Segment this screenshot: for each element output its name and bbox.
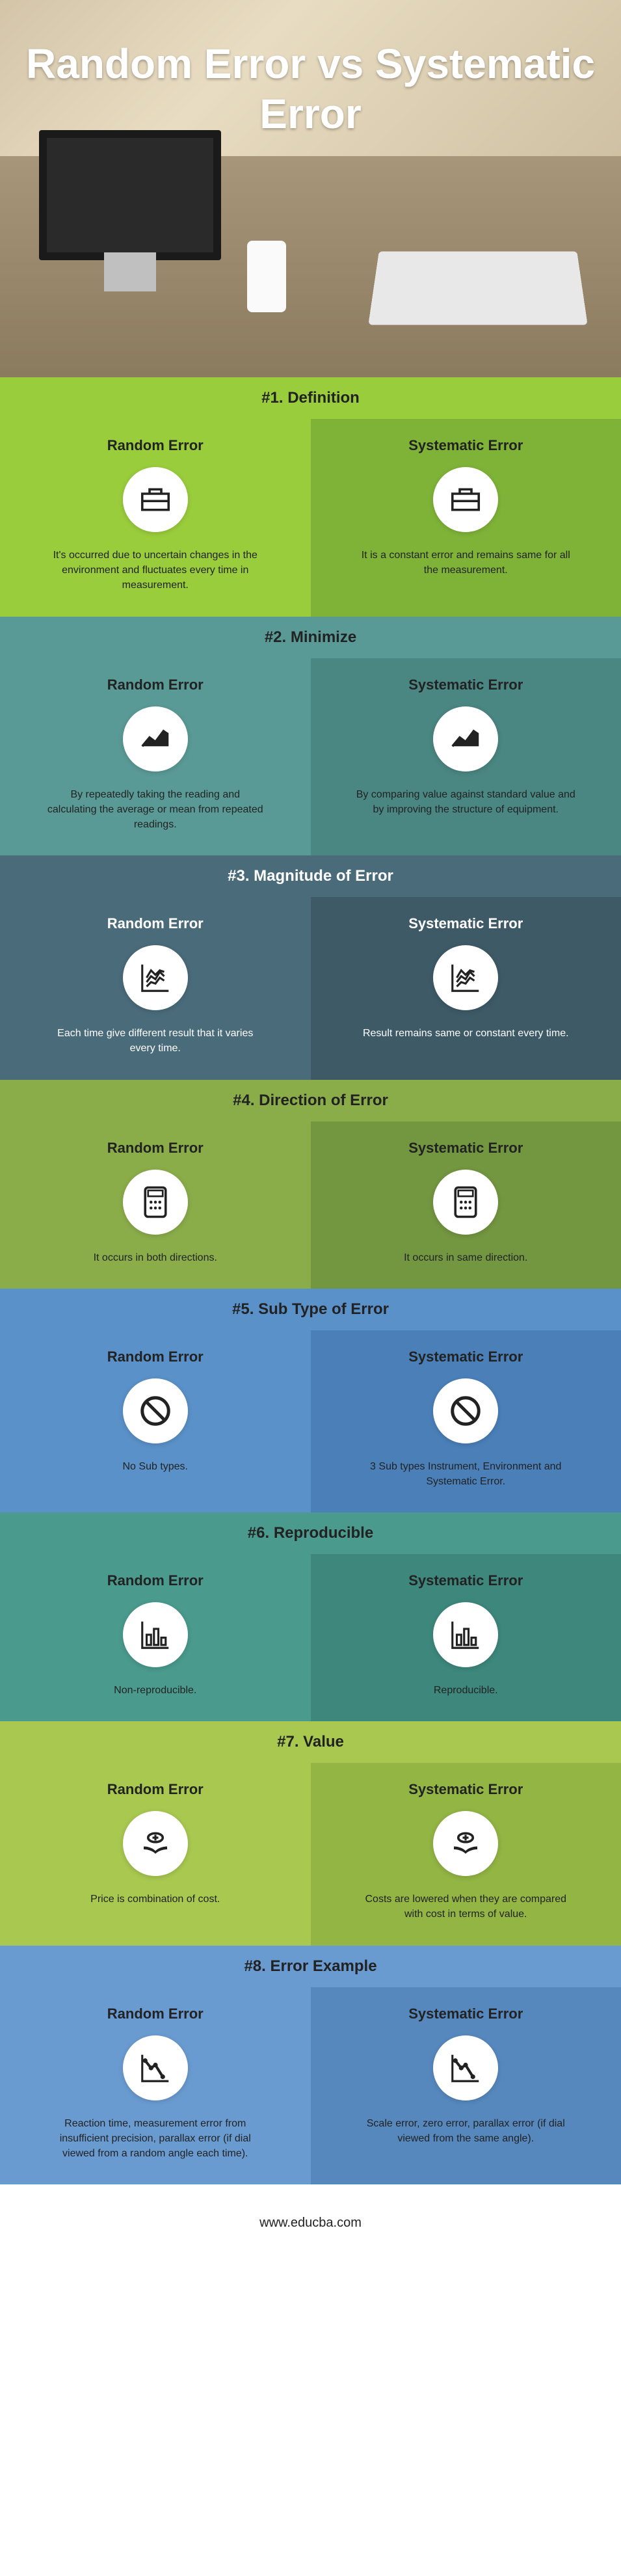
- cell-description: Result remains same or constant every ti…: [355, 1026, 576, 1041]
- cell-title: Systematic Error: [330, 1140, 602, 1157]
- cell-description: No Sub types.: [45, 1459, 266, 1474]
- cell-title: Systematic Error: [330, 437, 602, 454]
- cell-title: Systematic Error: [330, 1572, 602, 1589]
- calculator-icon: [123, 1170, 188, 1235]
- cell-random-error: Random Error It occurs in both direction…: [0, 1121, 311, 1289]
- cell-systematic-error: Systematic Error It occurs in same direc…: [311, 1121, 621, 1289]
- monitor-graphic: [39, 130, 221, 260]
- page-title: Random Error vs Systematic Error: [0, 39, 621, 139]
- cell-description: Price is combination of cost.: [45, 1892, 266, 1907]
- trend-icon: [123, 706, 188, 771]
- cell-title: Random Error: [20, 1781, 291, 1798]
- line-down-icon: [123, 2035, 188, 2100]
- cell-title: Systematic Error: [330, 677, 602, 693]
- cell-random-error: Random Error Each time give different re…: [0, 897, 311, 1079]
- cell-description: It is a constant error and remains same …: [355, 548, 576, 578]
- cell-title: Random Error: [20, 1348, 291, 1365]
- comparison-row: Random Error Price is combination of cos…: [0, 1763, 621, 1945]
- nosign-icon: [433, 1378, 498, 1443]
- cell-title: Random Error: [20, 1140, 291, 1157]
- cell-title: Systematic Error: [330, 1781, 602, 1798]
- cell-description: It occurs in both directions.: [45, 1250, 266, 1265]
- cell-systematic-error: Systematic Error It is a constant error …: [311, 419, 621, 617]
- comparison-section: #7. Value Random Error Price is combinat…: [0, 1721, 621, 1945]
- comparison-section: #4. Direction of Error Random Error It o…: [0, 1080, 621, 1289]
- cell-title: Random Error: [20, 677, 291, 693]
- cell-description: Costs are lowered when they are compared…: [355, 1892, 576, 1922]
- cell-random-error: Random Error No Sub types.: [0, 1330, 311, 1512]
- chart-lines-icon: [433, 945, 498, 1010]
- cell-systematic-error: Systematic Error Scale error, zero error…: [311, 1987, 621, 2185]
- section-header: #8. Error Example: [0, 1946, 621, 1987]
- cell-description: Reaction time, measurement error from in…: [45, 2116, 266, 2162]
- cell-description: By comparing value against standard valu…: [355, 787, 576, 817]
- cell-description: 3 Sub types Instrument, Environment and …: [355, 1459, 576, 1489]
- comparison-row: Random Error Each time give different re…: [0, 897, 621, 1079]
- cell-description: Non-reproducible.: [45, 1683, 266, 1698]
- bars-icon: [123, 1602, 188, 1667]
- money-icon: [433, 1811, 498, 1876]
- cell-systematic-error: Systematic Error 3 Sub types Instrument,…: [311, 1330, 621, 1512]
- bars-icon: [433, 1602, 498, 1667]
- cell-systematic-error: Systematic Error Reproducible.: [311, 1554, 621, 1721]
- cell-random-error: Random Error Price is combination of cos…: [0, 1763, 311, 1945]
- keyboard-graphic: [368, 251, 587, 325]
- section-header: #7. Value: [0, 1721, 621, 1763]
- cell-random-error: Random Error It's occurred due to uncert…: [0, 419, 311, 617]
- hero-banner: Random Error vs Systematic Error: [0, 0, 621, 377]
- comparison-row: Random Error Non-reproducible. Systemati…: [0, 1554, 621, 1721]
- calculator-icon: [433, 1170, 498, 1235]
- cell-description: Scale error, zero error, parallax error …: [355, 2116, 576, 2146]
- cell-random-error: Random Error By repeatedly taking the re…: [0, 658, 311, 856]
- cell-description: It's occurred due to uncertain changes i…: [45, 548, 266, 593]
- money-icon: [123, 1811, 188, 1876]
- briefcase-icon: [433, 467, 498, 532]
- cell-title: Random Error: [20, 2006, 291, 2022]
- comparison-row: Random Error Reaction time, measurement …: [0, 1987, 621, 2185]
- comparison-row: Random Error It occurs in both direction…: [0, 1121, 621, 1289]
- briefcase-icon: [123, 467, 188, 532]
- cell-description: Reproducible.: [355, 1683, 576, 1698]
- trend-icon: [433, 706, 498, 771]
- section-header: #3. Magnitude of Error: [0, 855, 621, 897]
- comparison-section: #2. Minimize Random Error By repeatedly …: [0, 617, 621, 856]
- cell-title: Random Error: [20, 915, 291, 932]
- footer-url: www.educba.com: [0, 2184, 621, 2270]
- section-header: #6. Reproducible: [0, 1512, 621, 1554]
- phone-graphic: [247, 241, 286, 312]
- comparison-section: #8. Error Example Random Error Reaction …: [0, 1946, 621, 2185]
- cell-systematic-error: Systematic Error Result remains same or …: [311, 897, 621, 1079]
- section-header: #5. Sub Type of Error: [0, 1289, 621, 1330]
- section-header: #2. Minimize: [0, 617, 621, 658]
- comparison-row: Random Error It's occurred due to uncert…: [0, 419, 621, 617]
- cell-description: It occurs in same direction.: [355, 1250, 576, 1265]
- cell-title: Systematic Error: [330, 1348, 602, 1365]
- comparison-section: #3. Magnitude of Error Random Error Each…: [0, 855, 621, 1079]
- cell-description: By repeatedly taking the reading and cal…: [45, 787, 266, 833]
- cell-systematic-error: Systematic Error Costs are lowered when …: [311, 1763, 621, 1945]
- cell-title: Random Error: [20, 1572, 291, 1589]
- cell-title: Systematic Error: [330, 2006, 602, 2022]
- chart-lines-icon: [123, 945, 188, 1010]
- cell-title: Random Error: [20, 437, 291, 454]
- cell-random-error: Random Error Non-reproducible.: [0, 1554, 311, 1721]
- cell-title: Systematic Error: [330, 915, 602, 932]
- nosign-icon: [123, 1378, 188, 1443]
- section-header: #4. Direction of Error: [0, 1080, 621, 1121]
- section-header: #1. Definition: [0, 377, 621, 419]
- comparison-section: #6. Reproducible Random Error Non-reprod…: [0, 1512, 621, 1721]
- cell-random-error: Random Error Reaction time, measurement …: [0, 1987, 311, 2185]
- comparison-section: #5. Sub Type of Error Random Error No Su…: [0, 1289, 621, 1512]
- comparison-row: Random Error No Sub types. Systematic Er…: [0, 1330, 621, 1512]
- cell-systematic-error: Systematic Error By comparing value agai…: [311, 658, 621, 856]
- comparison-row: Random Error By repeatedly taking the re…: [0, 658, 621, 856]
- comparison-section: #1. Definition Random Error It's occurre…: [0, 377, 621, 617]
- cell-description: Each time give different result that it …: [45, 1026, 266, 1056]
- line-down-icon: [433, 2035, 498, 2100]
